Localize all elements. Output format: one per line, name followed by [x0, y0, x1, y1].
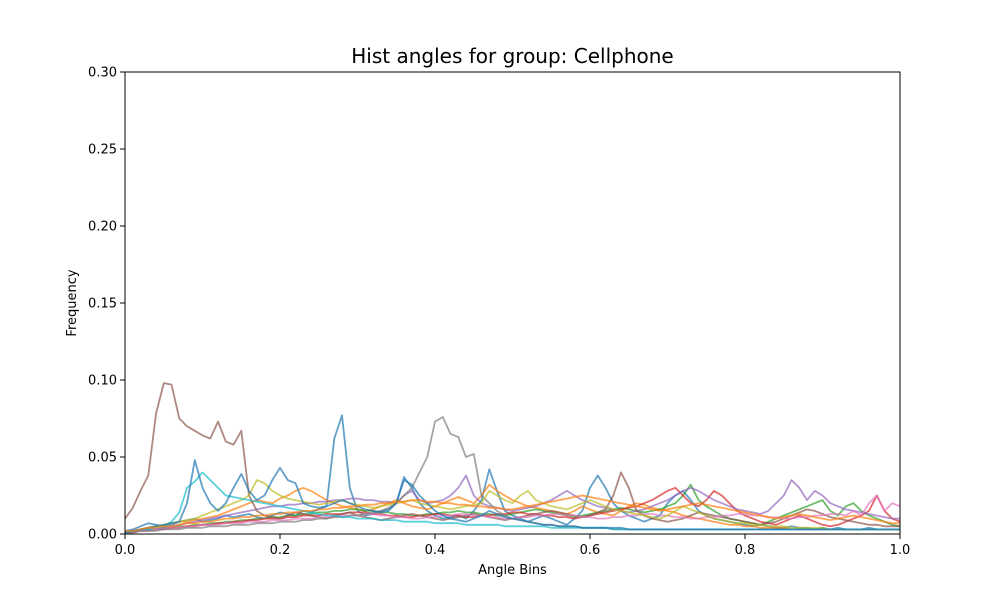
y-axis: 0.00 0.05 0.10 0.15 0.20 0.25 0.30	[88, 66, 125, 543]
series-line-5	[124, 474, 900, 534]
x-tick-label: 0.6	[580, 543, 601, 558]
x-tick-label: 0.8	[735, 543, 756, 558]
y-tick-label: 0.00	[88, 528, 117, 543]
x-tick-label: 0.0	[115, 543, 136, 558]
series-layer	[124, 382, 901, 534]
series-line-9	[124, 479, 900, 534]
x-tick-label: 1.0	[890, 543, 911, 558]
x-axis: 0.0 0.2 0.4 0.6 0.8 1.0	[115, 534, 911, 558]
y-tick-label: 0.20	[88, 220, 117, 235]
series-line-4	[125, 486, 901, 534]
y-tick-label: 0.25	[88, 143, 117, 158]
y-tick-label: 0.10	[88, 374, 117, 389]
y-tick-label: 0.30	[88, 66, 117, 81]
x-tick-label: 0.2	[270, 543, 291, 558]
y-axis-label: Frequency	[65, 269, 80, 336]
y-tick-label: 0.15	[88, 297, 117, 312]
x-tick-label: 0.4	[425, 543, 446, 558]
series-line-3	[124, 483, 901, 534]
chart-title: Hist angles for group: Cellphone	[351, 44, 674, 68]
series-line-11	[124, 459, 900, 534]
y-tick-label: 0.05	[88, 451, 117, 466]
series-line-12	[125, 494, 900, 532]
x-axis-label: Angle Bins	[478, 563, 547, 578]
